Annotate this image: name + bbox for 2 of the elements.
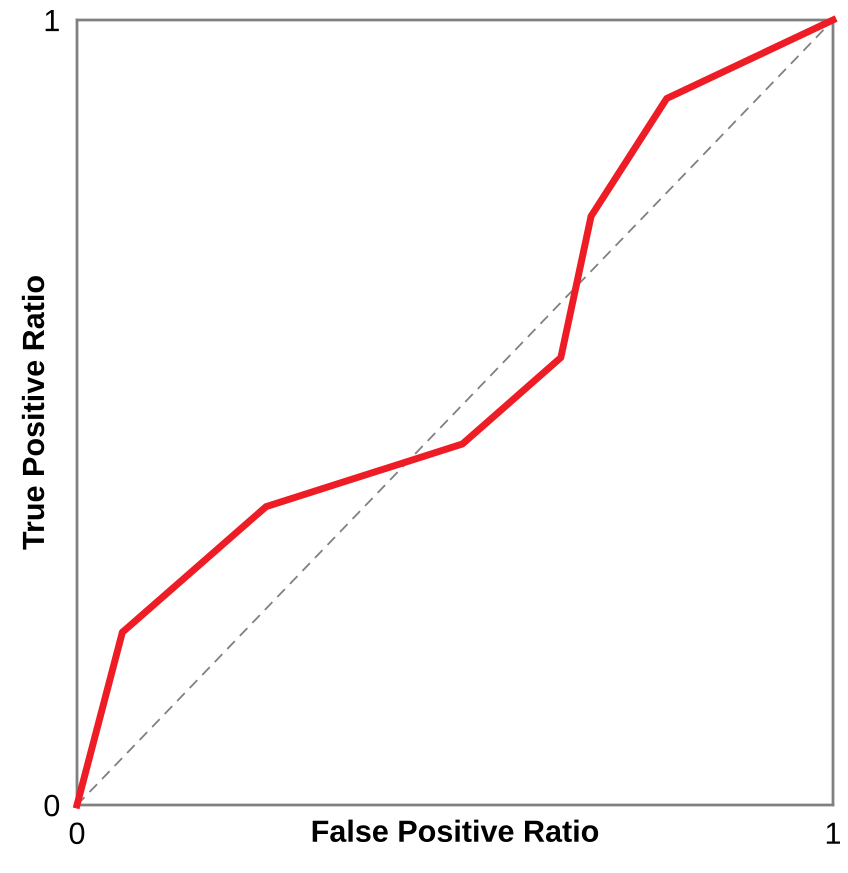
y-axis-title: True Positive Ratio [22,276,44,550]
x-axis-title: False Positive Ratio [312,820,598,842]
